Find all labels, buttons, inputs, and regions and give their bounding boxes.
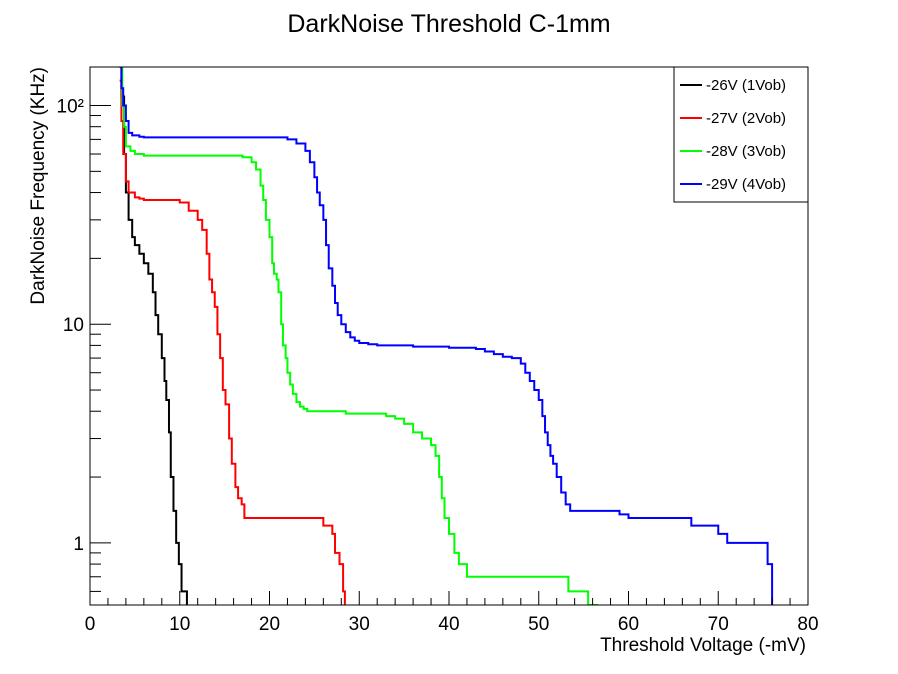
y-tick-label: 1	[73, 534, 84, 555]
x-tick-label: 40	[438, 614, 459, 635]
legend-label-3: -28V (3Vob)	[706, 143, 786, 160]
legend-box	[673, 66, 809, 203]
x-axis: 0 10 20 30 40 50 60 70 80	[85, 591, 819, 635]
x-tick-label: 20	[259, 614, 280, 635]
x-axis-label: Threshold Voltage (-mV)	[600, 635, 806, 656]
series-line-2	[119, 79, 346, 605]
series-line-4	[119, 67, 774, 605]
x-tick-label: 30	[349, 614, 370, 635]
y-tick-label: 10	[63, 315, 84, 336]
series-layer	[119, 67, 774, 605]
x-tick-label: 60	[618, 614, 639, 635]
legend-label-1: -26V (1Vob)	[706, 77, 786, 94]
y-axis-label: DarkNoise Frequency (KHz)	[28, 67, 49, 305]
y-tick-label: 10²	[57, 97, 84, 118]
legend-label-4: -29V (4Vob)	[706, 176, 786, 193]
series-line-1	[119, 67, 188, 605]
chart-title: DarkNoise Threshold C-1mm	[287, 10, 610, 38]
series-line-3	[119, 67, 599, 605]
x-tick-label: 50	[528, 614, 549, 635]
legend: -26V (1Vob) -27V (2Vob) -28V (3Vob) -29V (4…	[673, 66, 809, 203]
x-tick-label: 80	[797, 614, 818, 635]
y-axis: 1 10 10²	[57, 97, 111, 592]
x-tick-label: 70	[708, 614, 729, 635]
x-tick-label: 10	[169, 614, 190, 635]
legend-label-2: -27V (2Vob)	[706, 110, 786, 127]
x-tick-label: 0	[85, 614, 96, 635]
